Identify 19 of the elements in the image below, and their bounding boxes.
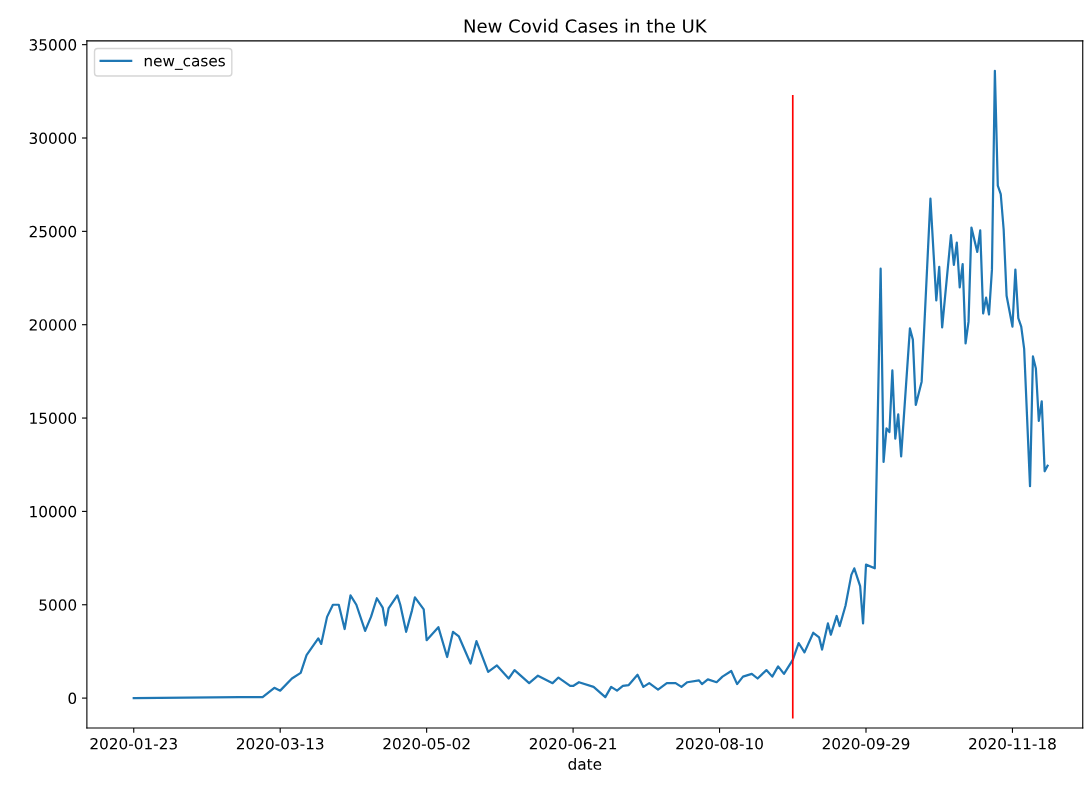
y-tick-label: 15000 [30,412,77,425]
x-tick-label: 2020-05-02 [383,737,470,750]
x-tick-label: 2020-06-21 [529,737,617,750]
x-tick-label: 2020-08-10 [676,737,763,750]
y-tick-label: 20000 [29,319,77,331]
x-tick-label: 2020-01-23 [90,737,177,750]
line-series [132,69,1049,700]
x-tick-label: 2020-11-18 [969,737,1056,750]
chart-title: New Covid Cases in the UK [464,18,708,33]
y-tick-label: 0 [68,692,77,705]
y-tick-label: 35000 [29,39,77,51]
x-tick-label: 2020-03-13 [236,737,324,750]
x-axis-title: date [568,758,602,770]
x-tick-label: 2020-09-29 [822,737,910,750]
y-tick-label: 25000 [29,225,77,238]
y-tick-label: 10000 [30,505,77,518]
y-tick-label: 30000 [29,132,77,145]
y-tick-label: 5000 [39,599,77,611]
legend-label: new_cases [144,57,225,70]
